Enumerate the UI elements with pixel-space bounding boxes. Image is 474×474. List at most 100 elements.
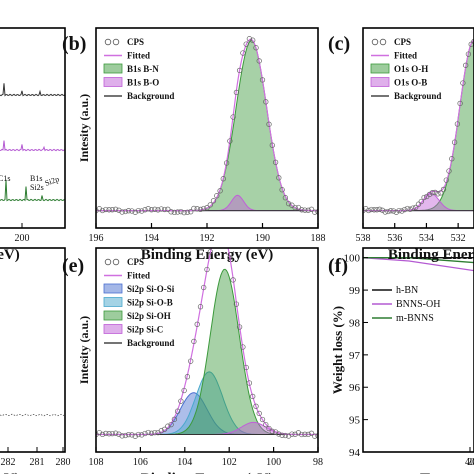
b-cps-point [155,207,161,213]
e-cps-point [119,433,125,439]
b-cps-point [103,206,109,213]
b-legend-label: Background [127,91,174,101]
e-cps-point [315,433,318,439]
e-cps-point [253,403,259,409]
e-cps-point [96,429,102,436]
e-xtick-label: 106 [133,457,148,468]
e-cps-point [99,431,106,438]
b-cps-point [292,204,298,211]
c-cps-point [432,189,438,196]
b-cps-point [230,114,236,120]
e-cps-point [299,431,305,438]
b-cps-point [191,205,197,212]
e-cps-point [184,374,191,380]
b-cps-point [240,50,246,56]
d-xtick-label: 281 [30,457,45,468]
c-cps-point [404,205,411,212]
e-cps-point [236,324,243,330]
b-cps-point [145,206,151,212]
c-cps-point [418,198,424,205]
e-cps-point [246,380,253,386]
b-cps-point [99,207,106,214]
a-annotation: B1s [30,174,42,183]
e-cps-point [240,344,246,350]
e-cps-point [201,284,207,291]
c-cps-point [438,190,444,196]
b-cps-point [116,207,122,213]
c-cps-point [443,177,449,183]
e-cps-point [256,410,262,417]
e-cps-point [282,432,289,439]
e-cps-point [158,428,164,434]
c-cps-point [413,204,419,211]
f-series-2 [363,257,474,264]
f-ytick-label: 97 [349,350,361,362]
e-cps-point [132,433,138,439]
b-cps-point [312,209,318,215]
e-cps-point [135,431,142,438]
b-cps-point [305,207,311,213]
a-series-0 [0,83,65,97]
a-plot-area [0,83,65,202]
e-cps-point [269,428,275,434]
b-cps-point [233,89,240,96]
b-cps-point [276,175,282,181]
e-cps-point [292,431,298,437]
b-legend-marker [103,77,123,87]
e-cps-point [178,398,184,404]
panel-label-b: (b) [62,33,86,55]
c-cps-point [449,156,455,162]
a-series-1 [0,140,65,152]
e-cps-point [263,421,269,428]
c-cps-point [471,38,474,45]
f-xlabel: Temper [420,471,470,474]
e-cps-point [289,431,295,437]
f-xtick-label: 40 [465,457,474,468]
b-cps-point [109,207,115,213]
c-legend-label: Background [394,91,441,101]
e-xtick-label: 100 [266,457,281,468]
c-cps-point [368,206,374,213]
e-legend-label: Fitted [127,271,150,281]
b-cps-point [112,206,119,212]
c-cps-point [388,208,394,214]
f-frame [362,247,474,453]
e-xtick-label: 102 [222,457,237,468]
b-cps-point [142,207,148,213]
b-xtick-label: 192 [200,233,215,244]
b-cps-point [119,209,125,215]
c-cps-point [379,207,386,213]
e-legend-label: Si2p Si-O-B [127,298,173,308]
e-xtick-label: 108 [89,457,104,468]
d-frame [0,247,66,453]
f-ytick-label: 95 [349,415,361,427]
c-legend-label: Fitted [394,51,417,61]
c-cps-point [451,139,458,145]
c-legend-label: CPS [394,37,411,47]
e-legend-marker [103,297,123,307]
c-cps-point [365,207,372,214]
b-xtick-label: 190 [255,233,270,244]
b-legend-label: Fitted [127,51,150,61]
c-legend-label: O1s O-B [394,78,427,88]
c-cps-point [426,191,433,198]
panel-label-f: (f) [328,255,348,277]
c-legend-marker [370,63,390,74]
e-cps-point [259,416,266,423]
e-plot [96,248,318,439]
b-xtick-label: 188 [311,233,326,244]
a-annotation: Si2s [30,183,44,192]
b-cps-point [161,206,168,213]
f-plot [363,257,474,272]
e-xtick-label: 104 [177,457,192,468]
b-cps-point [259,77,266,83]
b-plot-area [96,36,318,216]
b-fitted-line [96,38,318,212]
a-xlabel: (eV) [0,247,20,263]
b-cps-point [315,209,318,215]
b-cps-point [129,208,135,214]
b-cps-point [122,208,129,215]
e-cps-point [233,301,240,307]
c-cps-point [410,205,416,211]
e-legend-label: Si2p Si-C [127,325,163,335]
